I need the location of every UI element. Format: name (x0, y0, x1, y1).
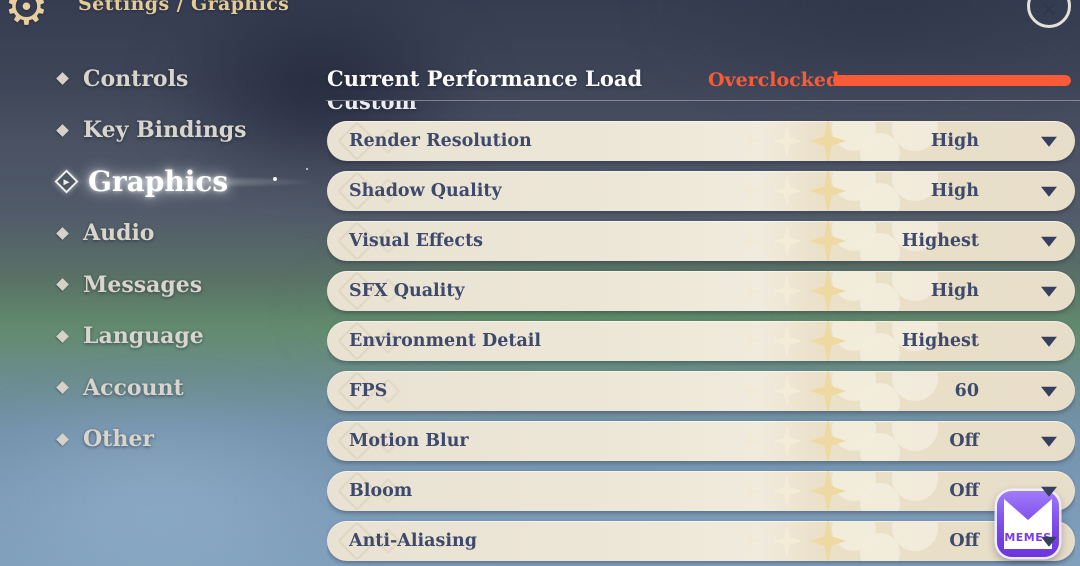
preset-label: Custom (327, 101, 417, 114)
diamond-bullet-icon (56, 432, 69, 446)
setting-row-fps[interactable]: FPS 60 (327, 371, 1075, 411)
sparkle-decoration (732, 171, 952, 211)
memes-watermark: MEMES (997, 491, 1059, 557)
setting-label: FPS (349, 381, 388, 401)
setting-label: Shadow Quality (349, 181, 502, 201)
setting-value: Highest (901, 231, 979, 251)
chevron-down-icon[interactable] (1041, 286, 1057, 297)
chevron-down-icon[interactable] (1041, 136, 1057, 147)
sidebar-item-label: Controls (83, 65, 189, 92)
performance-bar-fill (833, 75, 1071, 86)
setting-row-bloom[interactable]: Bloom Off (327, 471, 1075, 511)
chevron-down-icon[interactable] (1041, 336, 1057, 347)
setting-value: High (930, 281, 979, 301)
performance-header: Current Performance Load Overclocked (327, 60, 1080, 96)
setting-row-shadow-quality[interactable]: Shadow Quality High (327, 171, 1075, 211)
setting-row-motion-blur[interactable]: Motion Blur Off (327, 421, 1075, 461)
sparkle-decoration (732, 371, 952, 411)
sparkle-decoration (732, 471, 952, 511)
diamond-bullet-icon (56, 226, 69, 240)
sparkle-decoration (732, 121, 952, 161)
diamond-bullet-icon (56, 123, 69, 137)
setting-label: SFX Quality (349, 281, 465, 301)
sidebar-item-controls[interactable]: Controls (56, 53, 308, 105)
gear-icon: ⚙ (4, 0, 49, 36)
setting-value: Off (949, 431, 979, 451)
sidebar-item-other[interactable]: Other (56, 414, 308, 466)
sidebar-item-label: Graphics (88, 165, 229, 199)
diamond-bullet-icon (56, 329, 69, 343)
setting-label: Environment Detail (349, 331, 542, 351)
chevron-down-icon[interactable] (1041, 186, 1057, 197)
sparkle-decoration (732, 421, 952, 461)
performance-bar (833, 75, 1071, 86)
diamond-bullet-icon (56, 278, 69, 292)
sidebar-item-label: Other (83, 426, 154, 453)
setting-row-sfx-quality[interactable]: SFX Quality High (327, 271, 1075, 311)
chevron-down-icon[interactable] (1041, 486, 1057, 497)
sidebar-item-language[interactable]: Language (56, 311, 308, 363)
setting-label: Render Resolution (349, 131, 532, 151)
sidebar-item-label: Language (83, 323, 204, 350)
performance-status-badge: Overclocked (708, 69, 840, 91)
chevron-down-icon[interactable] (1041, 436, 1057, 447)
sidebar-item-graphics[interactable]: Graphics (28, 156, 358, 208)
setting-row-environment-detail[interactable]: Environment Detail Highest (327, 321, 1075, 361)
sidebar-item-label: Account (83, 374, 184, 401)
setting-row-anti-aliasing[interactable]: Anti-Aliasing Off (327, 521, 1075, 561)
setting-value: 60 (954, 381, 979, 401)
sidebar-item-label: Messages (83, 271, 203, 298)
chevron-down-icon[interactable] (1041, 536, 1057, 547)
diamond-bullet-icon (56, 381, 69, 395)
setting-label: Motion Blur (349, 431, 469, 451)
sidebar-item-label: Audio (83, 220, 155, 247)
sidebar-item-label: Key Bindings (83, 117, 247, 144)
sparkle-decoration (732, 521, 952, 561)
settings-rows: Render Resolution High Shadow Quality Hi… (327, 121, 1075, 561)
setting-value: Off (949, 481, 979, 501)
setting-value: Off (949, 531, 979, 551)
setting-label: Bloom (349, 481, 413, 501)
settings-list-viewport[interactable]: Custom Render Resolution High Shadow Qua… (327, 101, 1075, 566)
chevron-down-icon[interactable] (1041, 236, 1057, 247)
setting-value: High (930, 131, 979, 151)
setting-value: High (930, 181, 979, 201)
header-divider (326, 100, 1080, 101)
sidebar-item-account[interactable]: Account (56, 362, 308, 414)
setting-row-render-resolution[interactable]: Render Resolution High (327, 121, 1075, 161)
settings-sidebar: Controls Key Bindings Graphics Audio Mes… (28, 53, 358, 466)
sidebar-item-key-bindings[interactable]: Key Bindings (56, 105, 308, 157)
close-icon: ✕ (1041, 0, 1057, 21)
setting-label: Visual Effects (349, 231, 484, 251)
diamond-bullet-icon (54, 169, 79, 194)
sparkle-trail (273, 177, 277, 181)
breadcrumb: Settings / Graphics (78, 0, 290, 15)
setting-row-visual-effects[interactable]: Visual Effects Highest (327, 221, 1075, 261)
diamond-bullet-icon (56, 72, 69, 86)
chevron-down-icon[interactable] (1041, 386, 1057, 397)
sidebar-item-messages[interactable]: Messages (56, 259, 308, 311)
sidebar-item-audio[interactable]: Audio (56, 208, 308, 260)
memes-label: MEMES (1004, 531, 1052, 544)
setting-value: Highest (901, 331, 979, 351)
performance-load-title: Current Performance Load (327, 66, 643, 91)
setting-label: Anti-Aliasing (349, 531, 477, 551)
sparkle-decoration (732, 271, 952, 311)
